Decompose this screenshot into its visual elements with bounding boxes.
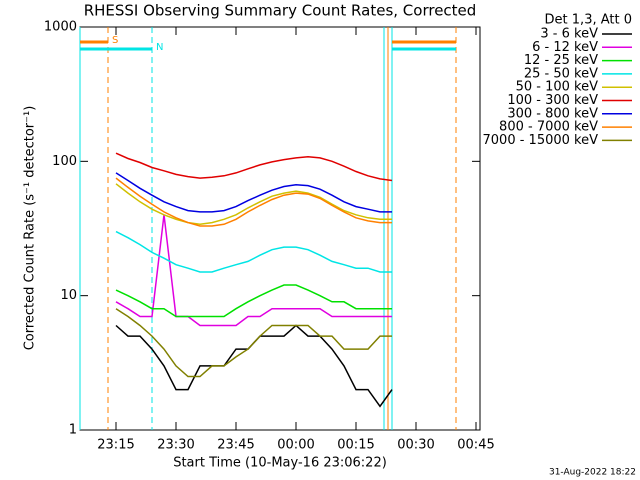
series-line bbox=[115, 284, 392, 318]
x-tick-label: 23:15 bbox=[97, 438, 134, 453]
series-line bbox=[115, 152, 393, 182]
legend-label: 800 - 7000 keV bbox=[499, 120, 598, 135]
y-tick-label: 1000 bbox=[44, 20, 77, 35]
legend-label: 50 - 100 keV bbox=[516, 80, 599, 95]
x-tick-label: 00:30 bbox=[397, 438, 434, 453]
series-line bbox=[115, 177, 392, 227]
series-line bbox=[115, 230, 392, 273]
y-axis-label: Corrected Count Rate (s⁻¹ detector⁻¹) bbox=[23, 106, 38, 351]
x-tick-label: 23:45 bbox=[217, 438, 254, 453]
plot-frame bbox=[79, 26, 481, 431]
interval-label: N bbox=[156, 42, 163, 53]
x-tick-label: 00:15 bbox=[337, 438, 374, 453]
series-line bbox=[115, 172, 392, 213]
legend-label: 3 - 6 keV bbox=[540, 27, 598, 42]
y-tick-label: 1 bbox=[69, 423, 77, 438]
series-line bbox=[115, 308, 392, 378]
legend-title: Det 1,3, Att 0 bbox=[545, 13, 632, 28]
legend-label: 12 - 25 keV bbox=[524, 53, 598, 68]
x-tick-label: 00:45 bbox=[457, 438, 494, 453]
y-tick-label: 100 bbox=[52, 154, 77, 169]
timestamp: 31-Aug-2022 18:22 bbox=[549, 468, 636, 478]
x-tick-label: 23:30 bbox=[157, 438, 194, 453]
series-line bbox=[115, 183, 392, 226]
interval-label: S bbox=[112, 35, 118, 46]
legend-label: 300 - 800 keV bbox=[507, 106, 598, 121]
legend-label: 100 - 300 keV bbox=[507, 93, 598, 108]
x-tick-label: 00:00 bbox=[277, 438, 314, 453]
chart-title: RHESSI Observing Summary Count Rates, Co… bbox=[84, 2, 477, 20]
legend-label: 25 - 50 keV bbox=[524, 66, 598, 81]
y-tick-label: 10 bbox=[60, 288, 77, 303]
series-line bbox=[115, 324, 393, 408]
legend-label: 6 - 12 keV bbox=[532, 40, 598, 55]
x-axis-label: Start Time (10-May-16 23:06:22) bbox=[173, 456, 387, 471]
series-line bbox=[115, 214, 392, 327]
legend-label: 7000 - 15000 keV bbox=[483, 133, 599, 148]
